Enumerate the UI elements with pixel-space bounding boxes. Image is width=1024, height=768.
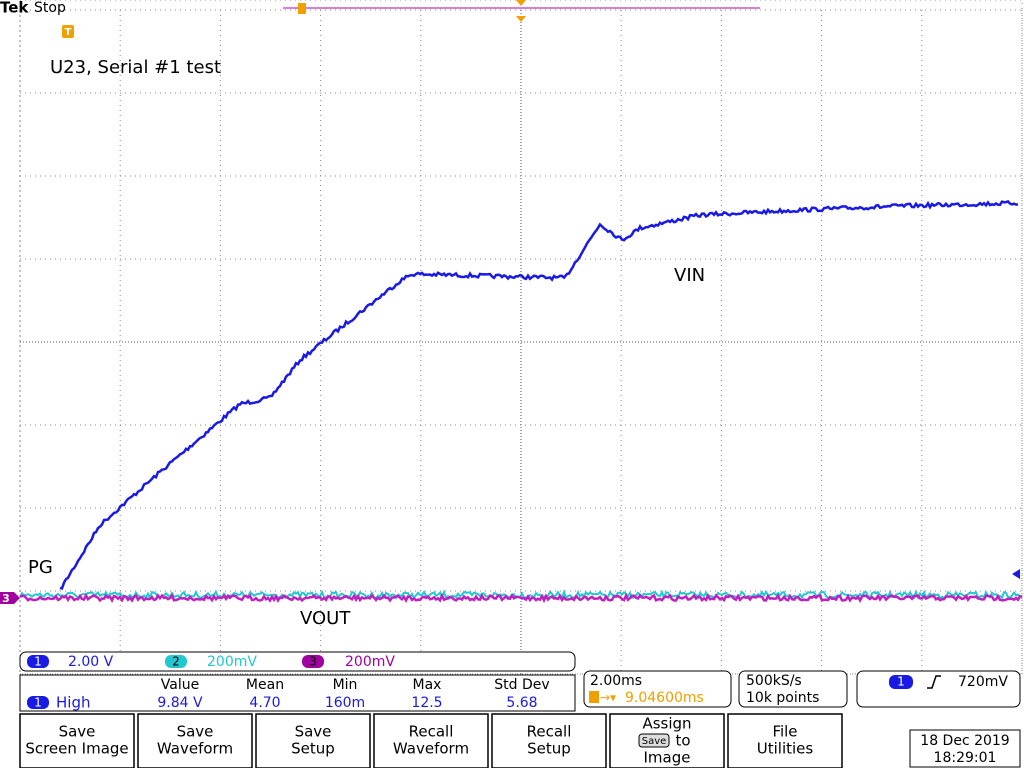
time: 18:29:01 [934,750,997,766]
meas-source: 1 [34,696,42,710]
trigger-pos-icon [589,691,599,703]
meas-header: Mean [246,677,284,693]
meas-header: Max [413,677,442,693]
button-label: Setup [291,740,335,758]
record-position [298,3,306,14]
trigger-arrow-top [516,0,526,6]
trigger-position [516,16,526,22]
date: 18 Dec 2019 [920,733,1009,749]
ch2-scale: 200mV [207,654,257,670]
channel-bar [19,651,576,672]
button-label: Waveform [157,740,233,758]
datetime-box [909,729,1021,768]
button-label: to [675,732,690,750]
meas-value: 12.5 [411,695,442,711]
title: U23, Serial #1 test [50,57,221,78]
button-label: Save [177,723,214,741]
button-label: Save [59,723,96,741]
button-label: Setup [527,740,571,758]
trigger-source-badge [889,675,913,689]
channel-2-trace [19,589,1023,601]
record-length: 10k points [746,690,819,706]
menu-button[interactable] [137,713,253,768]
ch3-scale: 200mV [345,654,395,670]
meas-source-badge [27,696,49,709]
ch2-number: 2 [172,655,180,669]
menu-button[interactable] [19,713,135,768]
ch1-number: 1 [34,655,42,669]
trigger-slope [927,675,941,689]
meas-header: Value [161,677,199,693]
menu-button[interactable] [255,713,371,768]
brand: Tek [0,0,29,17]
meas-value: 9.84 V [157,695,203,711]
button-label: Utilities [757,740,814,758]
trigger-level-marker [1012,569,1020,579]
trigger-pos-arrow: →▾ [600,691,616,705]
meas-header: Std Dev [494,677,549,693]
graticule-border [19,0,1023,675]
save-icon-label: Save [642,736,667,747]
button-label: Screen Image [25,740,128,758]
trigger-marker-box [62,25,74,38]
menu-button[interactable] [491,713,607,768]
meas-name: High [56,694,90,712]
meas-value: 4.70 [249,695,280,711]
ch3-marker: 3 [2,592,10,605]
meas-header: Min [333,677,358,693]
pg-label: PG [28,557,53,578]
measurement-table: Value 9.84 V Mean 4.70 Min 160m Max 12.5 Std Dev… [157,677,549,711]
trigger-marker: T [65,27,72,38]
vout-label: VOUT [300,608,351,629]
acquisition-box [738,670,848,708]
button-label: Image [644,749,691,767]
meas-value: 160m [325,695,365,711]
ch2-badge [165,655,187,668]
channel-1-trace [59,199,1018,590]
measurement-box [19,674,576,712]
graticule [19,0,1023,675]
vin-label: VIN [674,265,705,286]
ch3-badge [302,655,324,668]
menu-button[interactable] [373,713,489,768]
button-label: Save [295,723,332,741]
time-scale: 2.00ms [590,673,642,689]
trigger-position-value: 9.04600ms [625,690,704,706]
trigger-level: 720mV [958,674,1008,690]
status: Stop [34,0,66,16]
button-label: Recall [409,723,454,741]
menu-button[interactable] [727,713,843,768]
ch3-number: 3 [309,655,317,669]
timebase-box [583,670,732,708]
save-icon [638,733,670,748]
ch1-scale: 2.00 V [68,654,114,670]
button-label: File [772,723,797,741]
button-label: Assign [642,715,691,733]
sample-rate: 500kS/s [746,673,802,689]
channel-3-trace [19,592,1023,604]
button-label: Recall [527,723,572,741]
ch1-badge [27,655,49,668]
button-label: Waveform [393,740,469,758]
ch3-marker-shape [0,592,20,604]
trigger-source: 1 [897,675,905,689]
meas-value: 5.68 [506,695,537,711]
